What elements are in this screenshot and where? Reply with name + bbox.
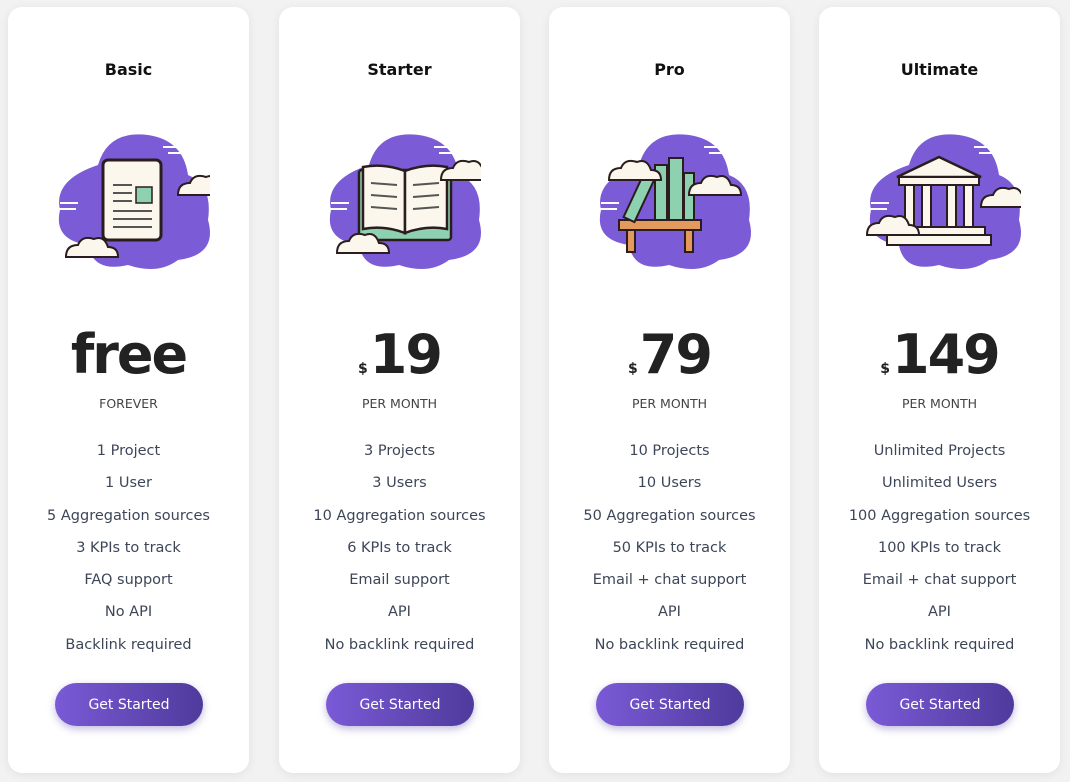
pricing-card-ultimate: Ultimate $149 PER MONTH Unlimited Projec… <box>819 7 1060 773</box>
get-started-button[interactable]: Get Started <box>596 683 744 726</box>
feature-item: 100 Aggregation sources <box>848 507 1031 524</box>
billing-period: PER MONTH <box>901 396 978 411</box>
price-value: 149 <box>892 323 1001 386</box>
bookshelf-icon <box>599 134 751 269</box>
document-icon <box>58 134 210 269</box>
plan-price: $19 <box>279 323 520 401</box>
get-started-button[interactable]: Get Started <box>866 683 1014 726</box>
feature-item: API <box>658 604 681 621</box>
billing-period: FOREVER <box>99 396 158 411</box>
plan-price: $149 <box>819 323 1060 401</box>
feature-list: 3 Projects 3 Users 10 Aggregation sources 6… <box>279 435 520 661</box>
feature-item: Email + chat support <box>592 572 747 589</box>
plan-price: $79 <box>549 323 790 401</box>
plan-title: Basic <box>104 60 153 79</box>
plan-title: Starter <box>367 60 432 79</box>
feature-item: No backlink required <box>324 636 475 653</box>
get-started-button[interactable]: Get Started <box>326 683 474 726</box>
feature-item: 5 Aggregation sources <box>47 507 210 524</box>
plan-title: Ultimate <box>900 60 979 79</box>
feature-item: Unlimited Users <box>881 475 998 492</box>
pricing-card-basic: Basic free FOREVER 1 Project 1 User 5 Aggr… <box>8 7 249 773</box>
feature-item: 3 Projects <box>364 443 435 459</box>
book-icon <box>329 134 481 269</box>
feature-item: 100 KPIs to track <box>877 539 1002 556</box>
billing-period: PER MONTH <box>631 396 708 411</box>
feature-item: 10 Users <box>637 475 702 492</box>
feature-item: 1 Project <box>96 443 161 459</box>
feature-item: 50 Aggregation sources <box>583 507 756 524</box>
currency-symbol: $ <box>358 361 368 377</box>
feature-list: 1 Project 1 User 5 Aggregation sources 3 KP… <box>8 435 249 661</box>
price-value: 19 <box>369 323 443 386</box>
feature-item: No backlink required <box>864 636 1015 653</box>
feature-item: API <box>388 604 411 621</box>
feature-item: 3 Users <box>372 475 427 492</box>
pricing-card-starter: Starter $19 PER MONTH 3 Projects 3 Users 1… <box>279 7 520 773</box>
feature-item: No backlink required <box>594 636 745 653</box>
price-value: free <box>70 323 188 386</box>
building-icon <box>865 134 1021 269</box>
feature-item: 3 KPIs to track <box>76 539 181 556</box>
plan-price: free <box>8 323 249 387</box>
get-started-button[interactable]: Get Started <box>55 683 203 726</box>
currency-symbol: $ <box>628 361 638 377</box>
pricing-card-pro: Pro $79 PER MONTH 10 Projects 10 Users 50 … <box>549 7 790 773</box>
feature-item: FAQ support <box>84 572 173 589</box>
feature-item: Backlink required <box>65 636 192 653</box>
feature-item: Email + chat support <box>862 572 1017 589</box>
feature-item: API <box>928 604 951 621</box>
billing-period: PER MONTH <box>361 396 438 411</box>
currency-symbol: $ <box>880 361 890 377</box>
feature-item: 1 User <box>105 475 152 492</box>
feature-item: Unlimited Projects <box>873 443 1006 459</box>
feature-item: 50 KPIs to track <box>612 539 727 556</box>
plan-title: Pro <box>654 60 685 79</box>
feature-list: Unlimited Projects Unlimited Users 100 Agg… <box>819 435 1060 661</box>
price-value: 79 <box>639 323 713 386</box>
feature-item: 10 Projects <box>629 443 710 459</box>
feature-item: 10 Aggregation sources <box>313 507 486 524</box>
feature-item: No API <box>104 604 153 621</box>
feature-list: 10 Projects 10 Users 50 Aggregation source… <box>549 435 790 661</box>
feature-item: Email support <box>349 572 450 589</box>
feature-item: 6 KPIs to track <box>347 539 452 556</box>
